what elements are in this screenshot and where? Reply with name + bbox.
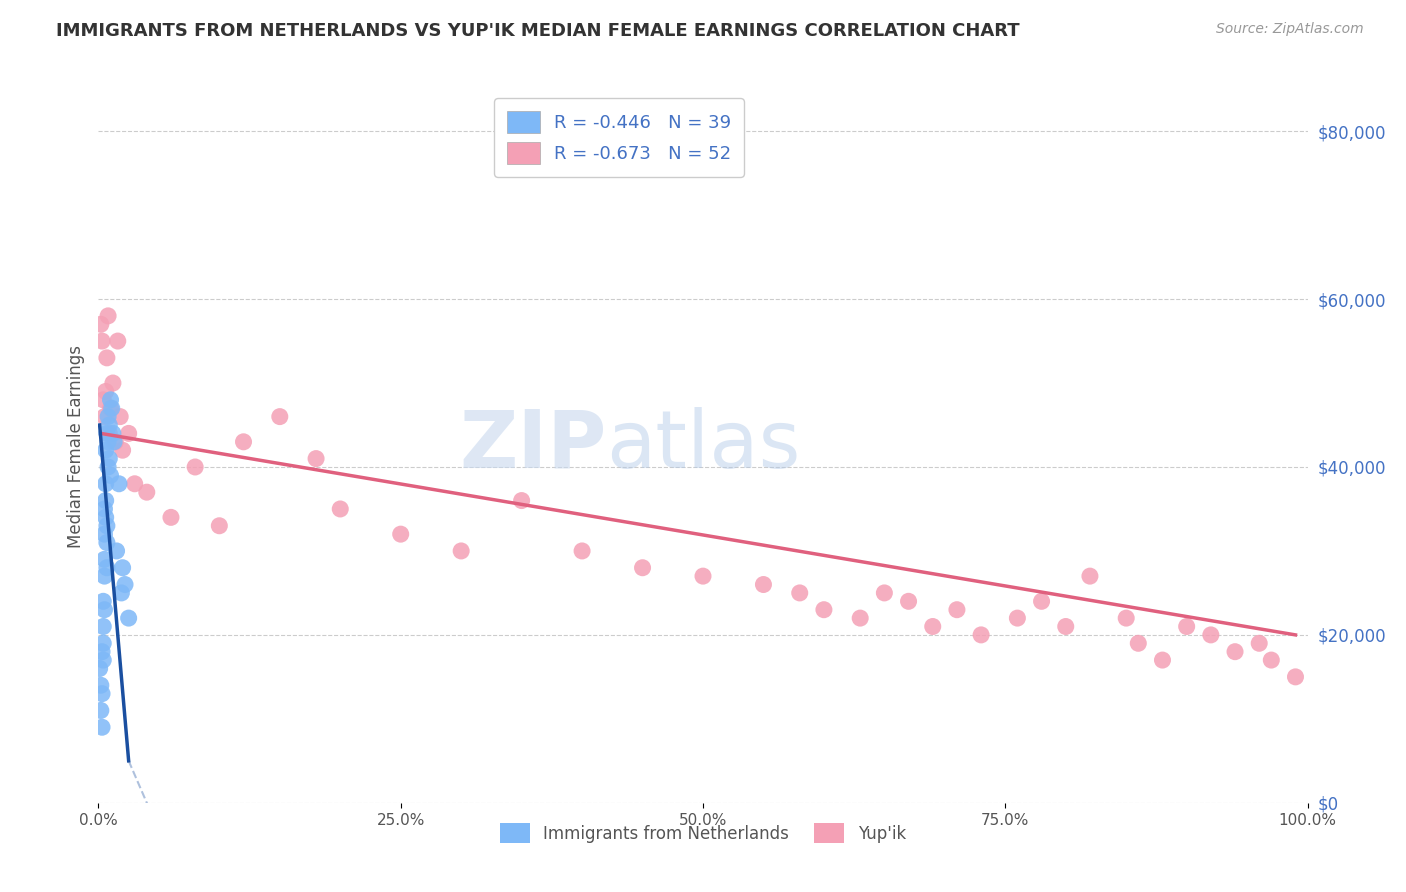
- Point: [510, 493, 533, 508]
- Point: [1223, 645, 1246, 659]
- Point: [90, 318, 112, 332]
- Point: [389, 527, 412, 541]
- Point: [91, 687, 114, 701]
- Point: [100, 392, 122, 407]
- Point: [98, 451, 121, 466]
- Point: [135, 485, 157, 500]
- Point: [329, 502, 352, 516]
- Point: [1260, 653, 1282, 667]
- Point: [91, 645, 114, 659]
- Point: [118, 426, 141, 441]
- Point: [91, 334, 114, 348]
- Point: [1152, 653, 1174, 667]
- Point: [305, 451, 328, 466]
- Point: [94, 384, 117, 399]
- Point: [1199, 628, 1222, 642]
- Point: [921, 619, 943, 633]
- Point: [232, 434, 254, 449]
- Point: [96, 518, 118, 533]
- Point: [91, 392, 114, 407]
- Point: [93, 569, 115, 583]
- Point: [97, 309, 120, 323]
- Point: [91, 619, 114, 633]
- Point: [93, 527, 115, 541]
- Point: [91, 720, 114, 734]
- Point: [103, 434, 125, 449]
- Point: [269, 409, 291, 424]
- Point: [105, 544, 128, 558]
- Point: [114, 577, 136, 591]
- Point: [96, 351, 118, 365]
- Point: [101, 376, 124, 390]
- Point: [571, 544, 593, 558]
- Point: [93, 603, 115, 617]
- Point: [107, 334, 129, 348]
- Point: [1007, 611, 1029, 625]
- Point: [90, 678, 112, 692]
- Point: [450, 544, 472, 558]
- Point: [101, 426, 124, 441]
- Point: [110, 586, 132, 600]
- Text: Source: ZipAtlas.com: Source: ZipAtlas.com: [1216, 22, 1364, 37]
- Point: [97, 409, 120, 424]
- Point: [94, 493, 117, 508]
- Text: IMMIGRANTS FROM NETHERLANDS VS YUP'IK MEDIAN FEMALE EARNINGS CORRELATION CHART: IMMIGRANTS FROM NETHERLANDS VS YUP'IK ME…: [56, 22, 1019, 40]
- Point: [108, 409, 131, 424]
- Point: [752, 577, 775, 591]
- Point: [184, 460, 207, 475]
- Point: [108, 476, 131, 491]
- Point: [96, 535, 118, 549]
- Point: [94, 443, 117, 458]
- Point: [89, 661, 111, 675]
- Point: [124, 476, 146, 491]
- Point: [1115, 611, 1137, 625]
- Text: atlas: atlas: [606, 407, 800, 485]
- Point: [100, 468, 122, 483]
- Point: [1128, 636, 1150, 650]
- Point: [897, 594, 920, 608]
- Point: [789, 586, 811, 600]
- Point: [1175, 619, 1198, 633]
- Point: [849, 611, 872, 625]
- Point: [98, 417, 121, 432]
- Point: [692, 569, 714, 583]
- Point: [96, 426, 118, 441]
- Point: [970, 628, 993, 642]
- Point: [91, 636, 114, 650]
- Point: [208, 518, 231, 533]
- Point: [1284, 670, 1306, 684]
- Point: [1249, 636, 1271, 650]
- Point: [160, 510, 183, 524]
- Point: [873, 586, 896, 600]
- Point: [100, 401, 122, 416]
- Point: [90, 703, 112, 717]
- Point: [91, 653, 114, 667]
- Point: [94, 510, 117, 524]
- Point: [97, 434, 120, 449]
- Point: [94, 476, 117, 491]
- Point: [1054, 619, 1077, 633]
- Point: [111, 443, 134, 458]
- Point: [98, 426, 121, 441]
- Legend: Immigrants from Netherlands, Yup'ik: Immigrants from Netherlands, Yup'ik: [492, 814, 914, 852]
- Point: [91, 594, 114, 608]
- Point: [1031, 594, 1053, 608]
- Point: [93, 409, 115, 424]
- Text: ZIP: ZIP: [458, 407, 606, 485]
- Point: [96, 560, 118, 574]
- Point: [97, 460, 120, 475]
- Point: [100, 401, 122, 416]
- Point: [93, 502, 115, 516]
- Point: [813, 603, 835, 617]
- Y-axis label: Median Female Earnings: Median Female Earnings: [66, 344, 84, 548]
- Point: [1078, 569, 1101, 583]
- Point: [93, 552, 115, 566]
- Point: [104, 434, 127, 449]
- Point: [111, 560, 134, 574]
- Point: [631, 560, 654, 574]
- Point: [118, 611, 141, 625]
- Point: [946, 603, 969, 617]
